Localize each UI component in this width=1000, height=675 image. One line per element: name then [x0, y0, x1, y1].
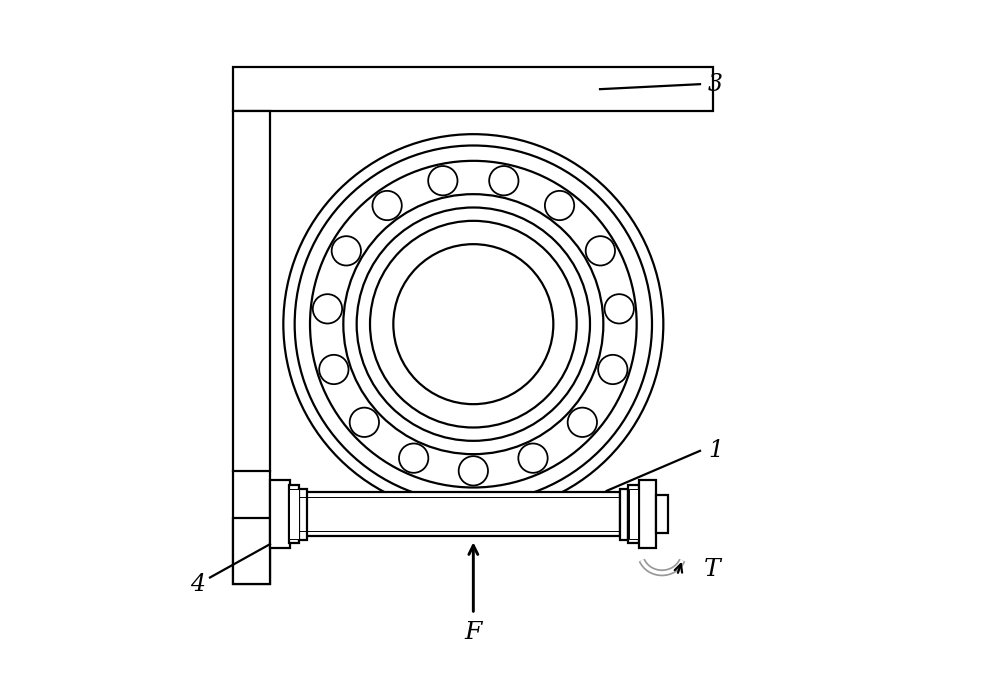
Circle shape: [598, 355, 627, 384]
Bar: [289, 485, 299, 543]
Text: F: F: [465, 621, 482, 644]
Bar: [233, 68, 713, 111]
Circle shape: [343, 194, 603, 454]
Text: T: T: [704, 558, 720, 581]
Bar: [656, 495, 668, 533]
Circle shape: [545, 191, 574, 220]
Circle shape: [605, 294, 634, 323]
Circle shape: [357, 207, 590, 441]
Circle shape: [283, 134, 663, 514]
Circle shape: [350, 408, 379, 437]
Circle shape: [489, 166, 518, 195]
Circle shape: [332, 236, 361, 265]
Circle shape: [319, 355, 349, 384]
Bar: [270, 480, 290, 548]
Bar: [629, 489, 638, 539]
Circle shape: [399, 443, 428, 472]
Text: 1: 1: [708, 439, 723, 462]
Circle shape: [586, 236, 615, 265]
Bar: [620, 489, 628, 539]
Circle shape: [459, 456, 488, 485]
Bar: [300, 492, 620, 536]
Circle shape: [518, 443, 548, 472]
Circle shape: [313, 294, 342, 323]
Circle shape: [393, 244, 553, 404]
Text: 4: 4: [191, 572, 206, 595]
Circle shape: [568, 408, 597, 437]
Circle shape: [295, 146, 652, 503]
Bar: [233, 111, 270, 584]
Circle shape: [310, 161, 637, 487]
Bar: [289, 489, 299, 539]
Text: 3: 3: [708, 73, 723, 96]
Bar: [233, 518, 270, 584]
Circle shape: [428, 166, 458, 195]
Bar: [299, 489, 307, 539]
Bar: [628, 485, 639, 543]
Circle shape: [372, 191, 402, 220]
Circle shape: [370, 221, 577, 427]
Bar: [639, 480, 656, 548]
